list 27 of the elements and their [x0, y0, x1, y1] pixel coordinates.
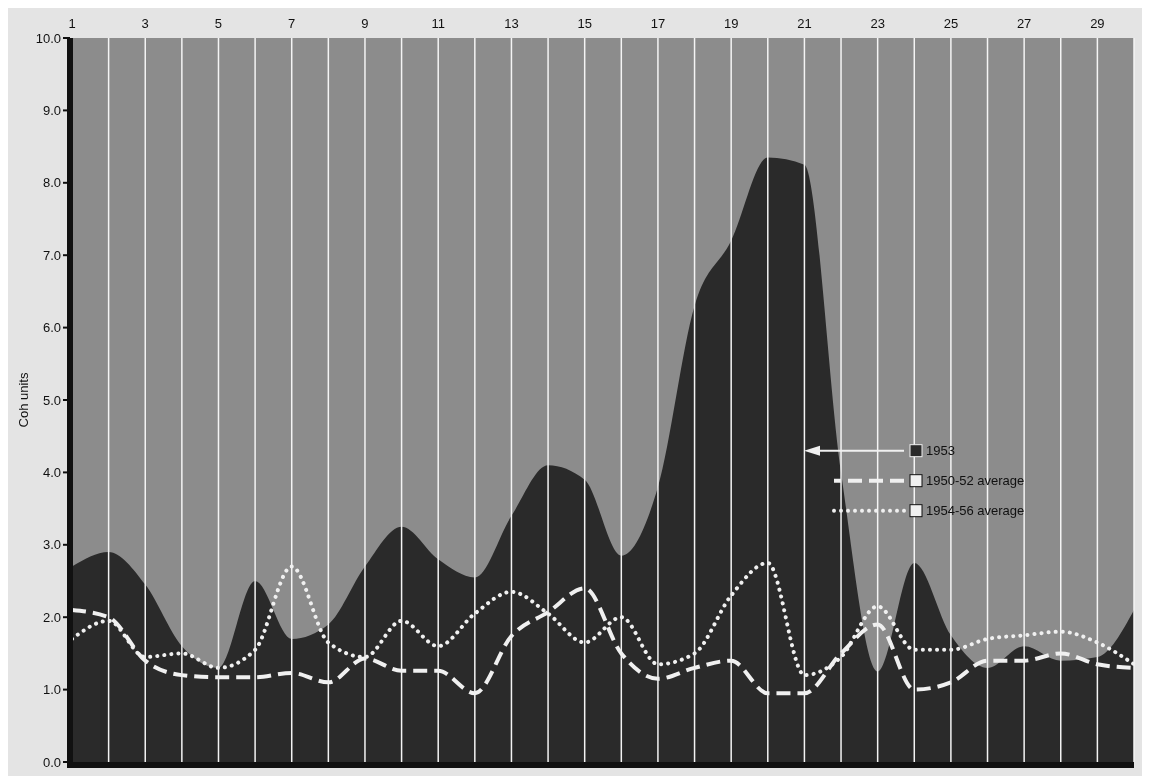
x-tick-label: 27: [1016, 16, 1032, 31]
x-tick-label: 7: [288, 16, 296, 31]
y-tick-label: 10.0: [35, 30, 61, 46]
y-tick-label: 8.0: [42, 175, 61, 191]
x-tick-label: 3: [141, 16, 149, 31]
x-tick-label: 9: [361, 16, 369, 31]
y-tick-label: 3.0: [42, 537, 61, 553]
y-tick-label: 4.0: [42, 464, 61, 480]
x-tick-label: 23: [870, 16, 885, 31]
x-tick-label: 15: [577, 16, 592, 31]
x-tick-label: 11: [431, 16, 445, 31]
x-tick-label: 25: [943, 16, 959, 31]
x-tick-label: 21: [797, 16, 812, 31]
x-tick-label: 29: [1090, 16, 1105, 31]
y-tick-label: 1.0: [42, 682, 61, 698]
y-tick-label: 2.0: [42, 609, 61, 625]
y-axis-title: Coh units: [16, 372, 31, 428]
x-tick-label: 1: [68, 16, 76, 31]
y-tick-label: 9.0: [42, 102, 61, 118]
y-tick-label: 6.0: [42, 320, 61, 336]
x-tick-label: 17: [650, 16, 666, 31]
x-tick-label: 5: [214, 16, 223, 31]
x-tick-label: 13: [504, 16, 519, 31]
y-tick-label: 0.0: [42, 754, 61, 770]
x-tick-label: 19: [723, 16, 739, 31]
y-tick-label: 7.0: [42, 247, 61, 263]
y-tick-label: 5.0: [42, 392, 61, 408]
